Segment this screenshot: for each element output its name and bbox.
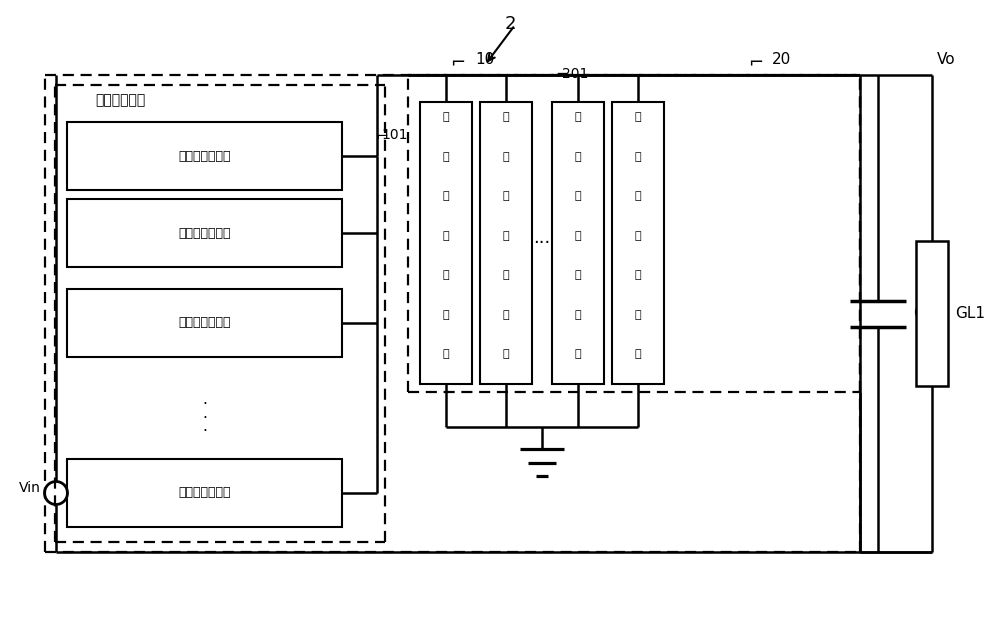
Text: Vin: Vin	[19, 481, 41, 495]
Text: 子: 子	[635, 270, 641, 280]
Bar	[480, 102, 532, 384]
Text: 第: 第	[503, 112, 509, 122]
Text: C1: C1	[913, 306, 933, 321]
Text: 电: 电	[575, 310, 581, 320]
Bar	[67, 289, 342, 357]
Text: 10: 10	[475, 52, 494, 67]
Text: 择: 择	[575, 230, 581, 241]
Text: 20: 20	[772, 52, 791, 67]
Text: 子: 子	[575, 270, 581, 280]
Text: 路: 路	[443, 349, 449, 359]
Text: 第一选择子电路: 第一选择子电路	[178, 227, 231, 239]
Text: 选: 选	[635, 191, 641, 201]
Bar	[916, 241, 948, 386]
Text: 选: 选	[575, 191, 581, 201]
Text: ⌐: ⌐	[555, 67, 568, 82]
Text: 路: 路	[575, 349, 581, 359]
Text: 电: 电	[635, 310, 641, 320]
Text: 二: 二	[503, 152, 509, 161]
Text: 二: 二	[635, 152, 641, 161]
Text: ·
·
·: · · ·	[202, 397, 207, 439]
Bar	[420, 102, 472, 384]
Text: 第: 第	[635, 112, 641, 122]
Text: ···: ···	[533, 234, 551, 252]
Bar	[67, 459, 342, 527]
Text: 第: 第	[443, 112, 449, 122]
Text: 择: 择	[443, 230, 449, 241]
Text: 101: 101	[381, 128, 408, 142]
Text: 电: 电	[503, 310, 509, 320]
Bar	[67, 199, 342, 267]
Text: 子: 子	[503, 270, 509, 280]
Text: 路: 路	[635, 349, 641, 359]
Bar	[67, 122, 342, 190]
Bar	[612, 102, 664, 384]
Text: 择: 择	[635, 230, 641, 241]
Text: 选: 选	[443, 191, 449, 201]
Text: GL1: GL1	[955, 306, 985, 321]
Text: 第一选择子电路: 第一选择子电路	[178, 486, 231, 499]
Text: 二: 二	[575, 152, 581, 161]
Text: 电: 电	[443, 310, 449, 320]
Text: ⌐: ⌐	[748, 54, 763, 72]
Text: Vo: Vo	[937, 52, 956, 67]
Bar	[552, 102, 604, 384]
Text: 选: 选	[503, 191, 509, 201]
Text: 第一选择子电路: 第一选择子电路	[178, 150, 231, 163]
Text: 201: 201	[562, 67, 588, 81]
Text: 2: 2	[505, 15, 516, 33]
Text: 子: 子	[443, 270, 449, 280]
Text: 第一选择子电路: 第一选择子电路	[178, 317, 231, 330]
Text: 二: 二	[443, 152, 449, 161]
Text: 第一选择电路: 第一选择电路	[95, 93, 145, 107]
Text: 第: 第	[575, 112, 581, 122]
Text: ⌐: ⌐	[375, 129, 388, 144]
Text: 路: 路	[503, 349, 509, 359]
Text: 择: 择	[503, 230, 509, 241]
Text: ⌐: ⌐	[450, 54, 465, 72]
